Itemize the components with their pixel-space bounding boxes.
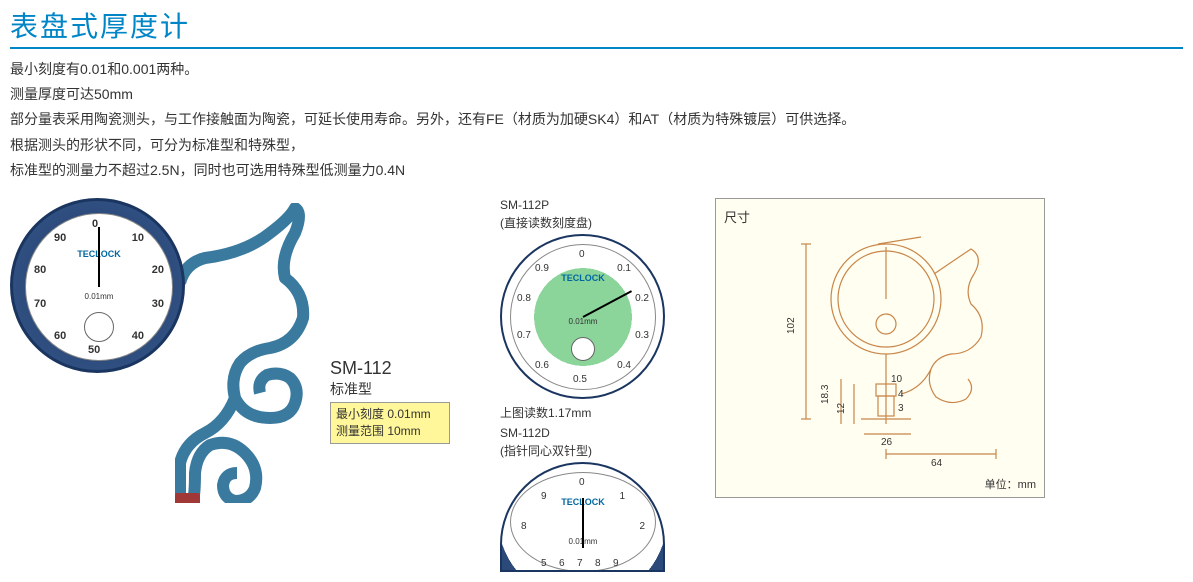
tick: 1 bbox=[619, 491, 625, 502]
tick: 7 bbox=[577, 558, 583, 569]
variant-model: SM-112P bbox=[500, 198, 700, 212]
tick: 0.7 bbox=[517, 330, 531, 341]
tick: 6 bbox=[559, 558, 565, 569]
tick: 80 bbox=[34, 264, 46, 276]
description-block: 最小刻度有0.01和0.001两种。 测量厚度可达50mm 部分量表采用陶瓷测头… bbox=[10, 57, 1183, 183]
tick: 0.2 bbox=[635, 293, 649, 304]
brand-label: TECLOCK bbox=[511, 273, 655, 283]
dim-val: 10 bbox=[891, 374, 903, 385]
dial-main: TECLOCK 0.01mm 0 10 20 30 40 50 60 70 80… bbox=[10, 198, 185, 373]
gauge-illustration: TECLOCK 0.01mm 0 10 20 30 40 50 60 70 80… bbox=[10, 198, 320, 538]
tick: 0.4 bbox=[617, 360, 631, 371]
spec-line: 测量范围 10mm bbox=[336, 423, 444, 440]
dim-unit: 单位：mm bbox=[985, 476, 1036, 492]
tick: 70 bbox=[34, 298, 46, 310]
desc-line: 部分量表采用陶瓷测头，与工作接触面为陶瓷，可延长使用寿命。另外，还有FE（材质为… bbox=[10, 107, 1183, 132]
subdial-icon bbox=[571, 337, 595, 361]
dial-variant-d: TECLOCK 0.01mm 0 1 2 5 6 7 8 9 9 8 bbox=[500, 462, 665, 572]
main-product-col: TECLOCK 0.01mm 0 10 20 30 40 50 60 70 80… bbox=[10, 198, 330, 538]
tick: 90 bbox=[54, 232, 66, 244]
dim-val: 4 bbox=[898, 389, 904, 400]
desc-line: 最小刻度有0.01和0.001两种。 bbox=[10, 57, 1183, 82]
dimension-box: 尺寸 bbox=[715, 198, 1045, 498]
dim-val: 18.3 bbox=[820, 384, 831, 404]
dim-title: 尺寸 bbox=[724, 207, 1036, 226]
dimension-col: 尺寸 bbox=[715, 198, 1045, 498]
dim-val: 3 bbox=[898, 403, 904, 414]
product-label-block: SM-112 标准型 最小刻度 0.01mm 测量范围 10mm bbox=[330, 358, 460, 444]
handle-icon bbox=[175, 203, 315, 503]
dial-variant-p: TECLOCK 0.01mm 0 0.1 0.2 0.3 0.4 0.5 0.6… bbox=[500, 234, 665, 399]
technical-drawing: 102 18.3 12 10 4 3 26 64 bbox=[746, 229, 1026, 489]
variant-subtitle: (直接读数刻度盘) bbox=[500, 214, 700, 231]
tick: 30 bbox=[152, 298, 164, 310]
variant-model: SM-112D bbox=[500, 426, 700, 440]
page-title: 表盘式厚度计 bbox=[10, 5, 1183, 49]
tick: 0.5 bbox=[573, 374, 587, 385]
tick: 0.9 bbox=[535, 263, 549, 274]
variants-col: SM-112P (直接读数刻度盘) TECLOCK 0.01mm 0 0.1 0… bbox=[500, 198, 700, 577]
tick: 0.6 bbox=[535, 360, 549, 371]
unit-label: 0.01mm bbox=[26, 292, 172, 301]
tick: 0 bbox=[579, 477, 585, 488]
tick: 0.8 bbox=[517, 293, 531, 304]
tick: 0.1 bbox=[617, 263, 631, 274]
tick: 40 bbox=[132, 330, 144, 342]
dim-val: 12 bbox=[836, 402, 847, 414]
desc-line: 测量厚度可达50mm bbox=[10, 82, 1183, 107]
tick: 10 bbox=[132, 232, 144, 244]
needle-icon bbox=[583, 290, 633, 318]
needle-icon bbox=[98, 227, 100, 287]
tick: 5 bbox=[541, 558, 547, 569]
tick: 9 bbox=[541, 491, 547, 502]
dim-val: 26 bbox=[881, 437, 893, 448]
tick: 60 bbox=[54, 330, 66, 342]
spec-box: 最小刻度 0.01mm 测量范围 10mm bbox=[330, 402, 450, 444]
model-name: SM-112 bbox=[330, 358, 460, 379]
tick: 50 bbox=[88, 344, 100, 356]
subdial-icon bbox=[84, 312, 114, 342]
tick: 9 bbox=[613, 558, 619, 569]
tick: 20 bbox=[152, 264, 164, 276]
tick: 0 bbox=[92, 218, 98, 230]
tick: 2 bbox=[639, 521, 645, 532]
desc-line: 标准型的测量力不超过2.5N，同时也可选用特殊型低测量力0.4N bbox=[10, 158, 1183, 183]
variant-subtitle: (指针同心双针型) bbox=[500, 442, 700, 459]
model-type: 标准型 bbox=[330, 379, 460, 399]
spec-line: 最小刻度 0.01mm bbox=[336, 406, 444, 423]
needle-icon bbox=[582, 498, 584, 548]
unit-label: 0.01mm bbox=[511, 317, 655, 326]
tick: 0.3 bbox=[635, 330, 649, 341]
reading-note: 上图读数1.17mm bbox=[500, 404, 700, 421]
dim-val: 64 bbox=[931, 458, 943, 469]
dim-val: 102 bbox=[786, 317, 797, 334]
desc-line: 根据测头的形状不同，可分为标准型和特殊型， bbox=[10, 133, 1183, 158]
tick: 8 bbox=[595, 558, 601, 569]
tick: 8 bbox=[521, 521, 527, 532]
tick: 0 bbox=[579, 249, 585, 260]
